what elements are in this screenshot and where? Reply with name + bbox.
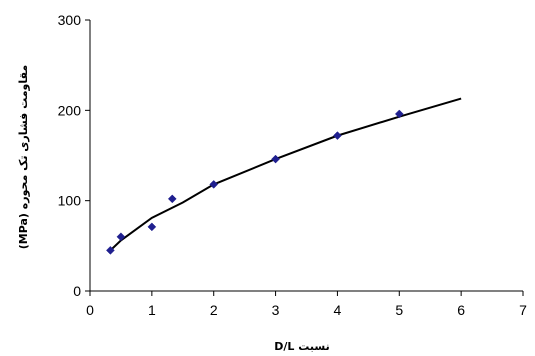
axes: [89, 20, 523, 292]
x-tick-label: 4: [334, 302, 342, 318]
data-point: [271, 154, 280, 164]
data-point: [209, 180, 219, 189]
y-tick-label: 0: [73, 283, 81, 299]
data-point: [333, 131, 342, 140]
y-tick-label: 300: [58, 12, 82, 28]
data-point: [394, 109, 404, 119]
data-point: [167, 194, 177, 204]
trendline: [109, 97, 462, 252]
data-point: [116, 232, 126, 242]
data-points: [106, 109, 404, 255]
y-tick-label: 100: [58, 193, 82, 209]
data-point: [106, 245, 115, 255]
x-tick-label: 5: [395, 302, 403, 318]
x-axis-title: نسبت D/L: [274, 340, 329, 353]
x-tick-label: 3: [272, 302, 280, 318]
x-tick-label: 6: [457, 302, 465, 318]
y-axis-title: مقاومت فشاری تک محوره (MPa): [17, 65, 30, 249]
data-point: [147, 222, 157, 232]
x-tick-label: 7: [519, 302, 527, 318]
tick-labels: 0 1 2 3 4 5 6 7 0 100 200 300: [58, 12, 527, 318]
axis-ticks: [85, 19, 524, 296]
y-tick-label: 200: [58, 102, 82, 118]
x-tick-label: 0: [86, 302, 94, 318]
x-tick-label: 1: [148, 302, 156, 318]
x-tick-label: 2: [210, 302, 218, 318]
